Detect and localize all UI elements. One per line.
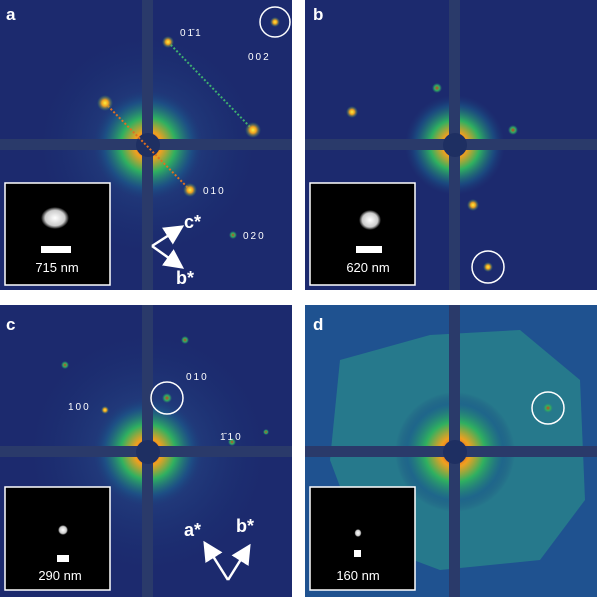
- panel-label: d: [313, 315, 323, 334]
- scale-label: 290 nm: [38, 568, 81, 583]
- panel-b: b 620 nm: [305, 0, 597, 290]
- panel-label: c: [6, 315, 15, 334]
- panel-d: d 160 nm: [305, 305, 597, 597]
- axis-label: a*: [184, 520, 201, 540]
- reflection-label: 1̄10: [220, 432, 243, 443]
- axis-label: b*: [176, 268, 194, 288]
- scale-label: 160 nm: [336, 568, 379, 583]
- scale-label: 620 nm: [346, 260, 389, 275]
- reflection-label: 020: [243, 231, 266, 242]
- scale-label: 715 nm: [35, 260, 78, 275]
- axis-label: c*: [184, 212, 201, 232]
- reflection-label: 010: [203, 186, 226, 197]
- reflection-label: 01̄1: [180, 28, 203, 39]
- reflection-label: 100: [68, 402, 91, 413]
- reflection-label: 002: [248, 52, 271, 63]
- panel-a: a 01̄1 002 010 020 715 nm c* b*: [0, 0, 292, 290]
- panel-label: b: [313, 5, 323, 24]
- panel-c: c 100 010 1̄10 290 nm a* b*: [0, 305, 292, 597]
- panel-label: a: [6, 5, 16, 24]
- reflection-label: 010: [186, 372, 209, 383]
- axis-label: b*: [236, 516, 254, 536]
